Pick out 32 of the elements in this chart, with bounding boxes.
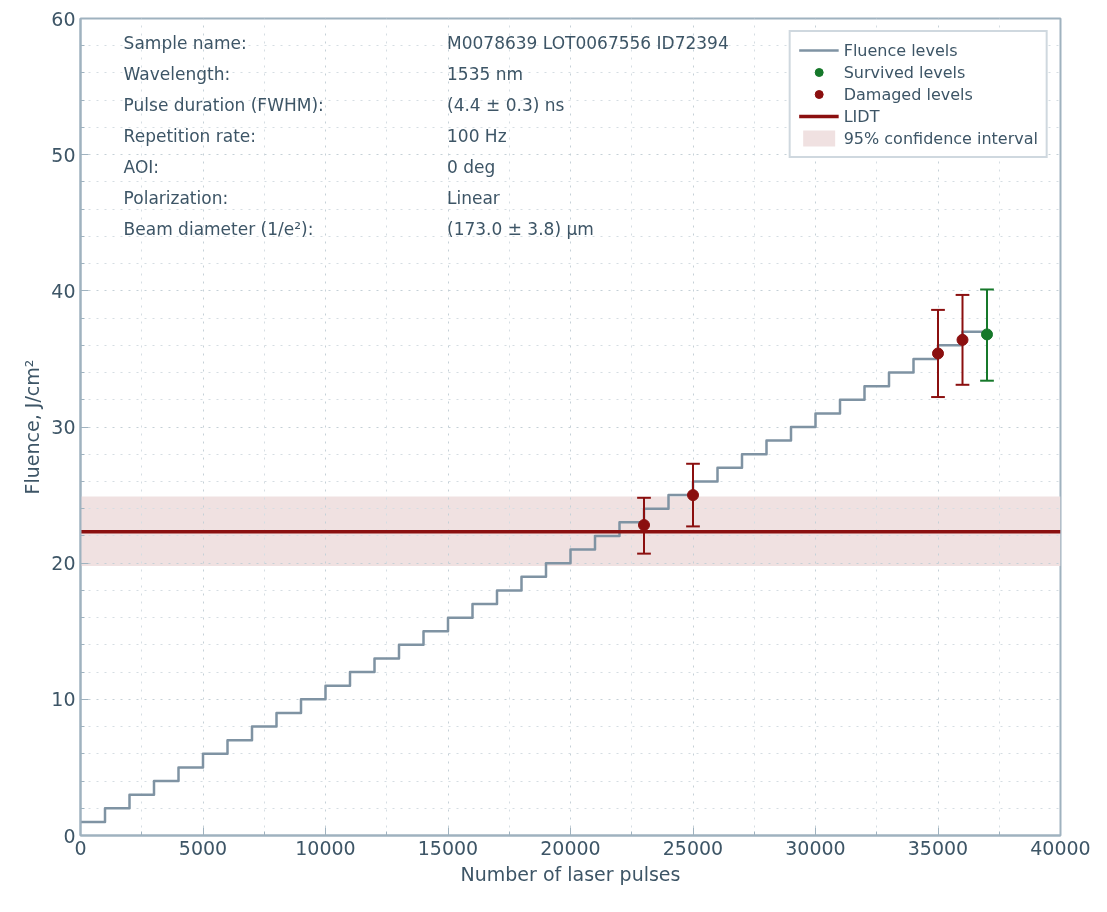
y-tick-label: 60: [51, 7, 76, 30]
legend-label: 95% confidence interval: [843, 128, 1038, 148]
legend-label: Survived levels: [843, 62, 966, 82]
point: [956, 333, 969, 346]
text: AOI: 0 deg: [123, 157, 496, 178]
text: Beam diameter (1/e²): (173.0 ± 3.8) µm: [123, 219, 594, 240]
y-tick-label: 20: [51, 552, 76, 575]
x-tick-label: 5000: [178, 836, 228, 859]
y-tick-label: 10: [51, 688, 76, 711]
x-tick-label: 25000: [662, 836, 724, 859]
y-tick-label: 30: [51, 416, 76, 438]
x-tick-label: 15000: [417, 836, 479, 859]
text: Wavelength: 1535 nm: [123, 64, 524, 85]
x-tick-label: 20000: [540, 836, 601, 859]
x-tick-label: 40000: [1030, 836, 1091, 859]
text: Polarization: Linear: [123, 188, 500, 209]
y-axis-title: Fluence, J/cm²: [21, 359, 44, 495]
y-tick-label: 40: [51, 279, 76, 302]
legend-label: LIDT: [843, 106, 880, 126]
legend-label: Fluence levels: [843, 40, 958, 60]
text: Repetition rate: 100 Hz: [123, 126, 507, 147]
x-axis-title: Number of laser pulses: [460, 862, 681, 885]
x-tick-label: 35000: [907, 836, 969, 859]
point: [687, 489, 699, 502]
x-tick-label: 30000: [785, 836, 846, 859]
text: Sample name: M0078639 LOT0067556 ID72394: [123, 33, 729, 54]
y-tick-label: 50: [51, 143, 76, 166]
point: [932, 347, 944, 360]
text: Pulse duration (FWHM): (4.4 ± 0.3) ns: [123, 95, 565, 116]
point: [981, 328, 993, 341]
x-tick-label: 10000: [295, 836, 356, 859]
legend-label: Damaged levels: [843, 84, 973, 104]
